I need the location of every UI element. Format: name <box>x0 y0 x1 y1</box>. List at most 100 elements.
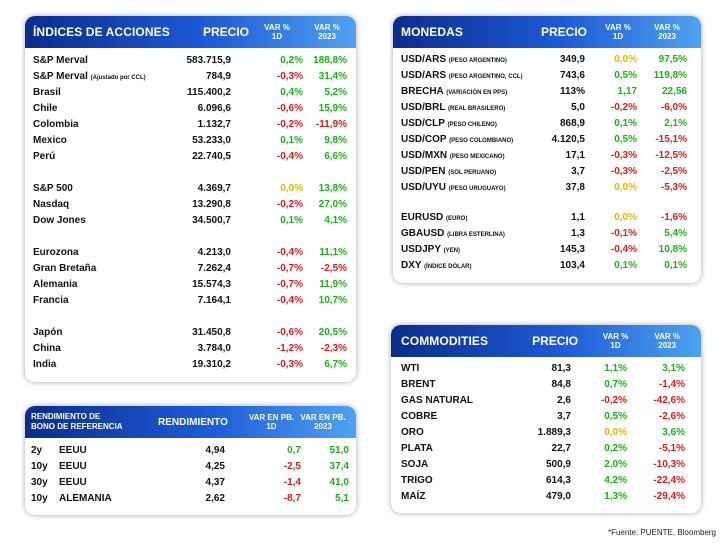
index-name: Mexico <box>33 135 183 146</box>
commodity-price: 479,0 <box>545 490 571 502</box>
source-footnote: *Fuente: PUENTE, Bloomberg <box>607 528 716 537</box>
index-var-1d: -0,4% <box>276 150 303 162</box>
currency-var-1d: -0,1% <box>610 227 637 239</box>
index-var-2023: 4,1% <box>324 214 347 226</box>
bond-var-1d: -1,4 <box>283 476 301 488</box>
commodities-card: COMMODITIES PRECIO VAR % 1D VAR % 2023 W… <box>391 325 701 513</box>
index-row: Alemania 15.574,3 -0,7% 11,9% <box>33 276 350 292</box>
currency-row: DXY (ÍNDICE DÓLAR) 103,4 0,1% 0,1% <box>401 257 695 273</box>
currency-var-2023: 119,8% <box>653 69 687 81</box>
currency-name-main: USD/COP <box>401 133 447 145</box>
bond-country: EEUU <box>59 476 87 488</box>
commodity-row: ORO 1.889,3 0,0% 3,6% <box>401 424 695 440</box>
currency-var-1d: -0,3% <box>610 165 637 177</box>
index-name-main: China <box>33 342 61 354</box>
currency-var-1d: 0,1% <box>614 117 637 129</box>
bonds-col-yield: RENDIMIENTO <box>158 416 228 428</box>
commodity-name: SOJA <box>401 458 429 470</box>
index-var-1d: -0,6% <box>276 102 303 114</box>
currency-name: USD/ARS (PESO ARGENTINO, CCL) <box>401 70 539 81</box>
group-spacer <box>33 164 350 180</box>
currencies-col-var2023-label: VAR % <box>654 23 680 32</box>
index-name-main: Brasil <box>33 86 61 98</box>
commodity-price: 3,7 <box>557 410 571 422</box>
index-name: Francia <box>33 295 183 306</box>
commodity-var-2023: -1,4% <box>658 378 685 390</box>
currency-price: 3,7 <box>571 165 585 177</box>
indices-col-var1d-label: VAR % <box>264 23 290 32</box>
index-price: 19.310,2 <box>192 358 231 370</box>
currency-name-main: USD/BRL <box>401 101 446 113</box>
bonds-col-var2023: VAR EN PB. 2023 <box>296 413 350 431</box>
currency-price: 4.120,5 <box>551 133 585 145</box>
commodity-var-1d: 4,2% <box>604 474 627 486</box>
bond-row: 10y EEUU 4,25 -2,5 37,4 <box>31 458 350 474</box>
currency-name-sub: (PESO URUGUAYO) <box>448 185 506 192</box>
index-name-main: S&P Merval <box>33 70 88 82</box>
index-name-main: Chile <box>33 102 58 114</box>
commodity-price: 22,7 <box>551 442 571 454</box>
index-var-1d: -0,2% <box>276 198 303 210</box>
currencies-header: MONEDAS PRECIO VAR % 1D VAR % 2023 <box>393 16 701 48</box>
indices-col-var2023-label: VAR % <box>314 23 340 32</box>
commodities-col-var1d: VAR % 1D <box>592 332 640 350</box>
index-name: Alemania <box>33 279 183 290</box>
currency-name-main: USD/ARS <box>401 69 447 81</box>
currency-name-sub: (PESO CHILENO) <box>447 121 497 128</box>
index-name: Perú <box>33 151 183 162</box>
currency-row: USD/ARS (PESO ARGENTINO) 349,9 0,0% 97,5% <box>401 51 695 67</box>
currencies-col-var2023-sub: 2023 <box>658 32 676 41</box>
bond-row: 2y EEUU 4,94 0,7 51,0 <box>31 442 350 458</box>
index-row: Brasil 115.400,2 0,4% 5,2% <box>33 84 350 100</box>
index-name-main: Nasdaq <box>33 198 70 210</box>
commodities-col-var2023-label: VAR % <box>654 332 680 341</box>
bond-yield: 4,37 <box>205 476 225 488</box>
index-name-main: S&P Merval <box>33 54 88 66</box>
commodity-var-1d: 1,1% <box>604 362 627 374</box>
index-row: India 19.310,2 -0,3% 6,7% <box>33 356 350 372</box>
currency-var-2023: 22,56 <box>661 85 687 97</box>
currency-var-2023: 97,5% <box>658 53 687 65</box>
index-var-1d: -0,7% <box>276 278 303 290</box>
indices-col-var2023-sub: 2023 <box>318 32 336 41</box>
index-var-2023: 5,2% <box>324 86 347 98</box>
index-var-1d: -0,3% <box>276 358 303 370</box>
currency-price: 1,1 <box>571 211 585 223</box>
bond-term: 2y <box>31 444 43 456</box>
index-name-main: Colombia <box>33 118 79 130</box>
commodities-col-var1d-label: VAR % <box>602 332 629 341</box>
index-var-2023: 6,6% <box>324 150 347 162</box>
commodity-price: 500,9 <box>545 458 571 470</box>
index-var-2023: 11,1% <box>319 246 347 258</box>
index-price: 7.262,4 <box>197 262 231 274</box>
commodity-price: 81,3 <box>551 362 571 374</box>
index-name-sub: (Ajustado por CCL) <box>90 74 146 81</box>
currency-name-main: USD/UYU <box>401 181 447 193</box>
currency-var-1d: 0,5% <box>614 133 637 145</box>
commodity-price: 84,8 <box>551 378 571 390</box>
bond-var-1d: -8,7 <box>283 492 301 504</box>
commodities-header: COMMODITIES PRECIO VAR % 1D VAR % 2023 <box>391 325 701 357</box>
currency-name: USD/COP (PESO COLOMBIANO) <box>401 134 539 145</box>
index-price: 784,9 <box>205 70 231 82</box>
currency-price: 145,3 <box>559 243 585 255</box>
commodity-var-2023: 3,6% <box>662 426 685 438</box>
commodity-name: COBRE <box>401 410 438 422</box>
currency-name: EURUSD (EURO) <box>401 212 539 223</box>
currency-name: USD/MXN (PESO MEXICANO) <box>401 150 539 161</box>
currencies-title: MONEDAS <box>401 25 464 39</box>
currency-price: 113% <box>559 85 585 97</box>
currency-row: USD/CLP (PESO CHILENO) 868,9 0,1% 2,1% <box>401 115 695 131</box>
currency-name-sub: (PESO COLOMBIANO) <box>449 137 514 144</box>
currency-name: DXY (ÍNDICE DÓLAR) <box>401 260 539 271</box>
index-name: China <box>33 343 183 354</box>
bonds-table: 2y EEUU 4,94 0,7 51,0 10y EEUU 4,25 -2,5 37,4 30y E… <box>25 438 356 506</box>
commodities-col-var1d-sub: 1D <box>610 341 621 350</box>
index-name: Colombia <box>33 119 183 130</box>
index-name-main: Gran Bretaña <box>33 262 97 274</box>
index-var-2023: 9,8% <box>324 134 347 146</box>
commodity-var-1d: 2,0% <box>604 458 627 470</box>
currency-name-main: USDJPY <box>401 243 441 255</box>
index-name-main: Alemania <box>33 278 78 290</box>
commodity-var-2023: -42,6% <box>653 394 685 406</box>
